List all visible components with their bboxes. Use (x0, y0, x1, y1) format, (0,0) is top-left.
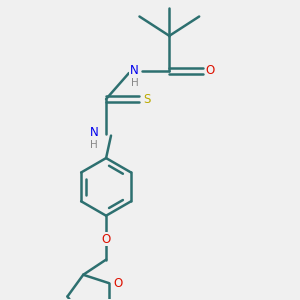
Text: O: O (113, 277, 122, 290)
Text: H: H (90, 140, 98, 150)
Text: S: S (143, 93, 151, 106)
Text: N: N (130, 64, 139, 77)
Text: H: H (131, 78, 138, 88)
Text: O: O (101, 233, 111, 246)
Text: O: O (206, 64, 215, 77)
Text: N: N (89, 126, 98, 139)
